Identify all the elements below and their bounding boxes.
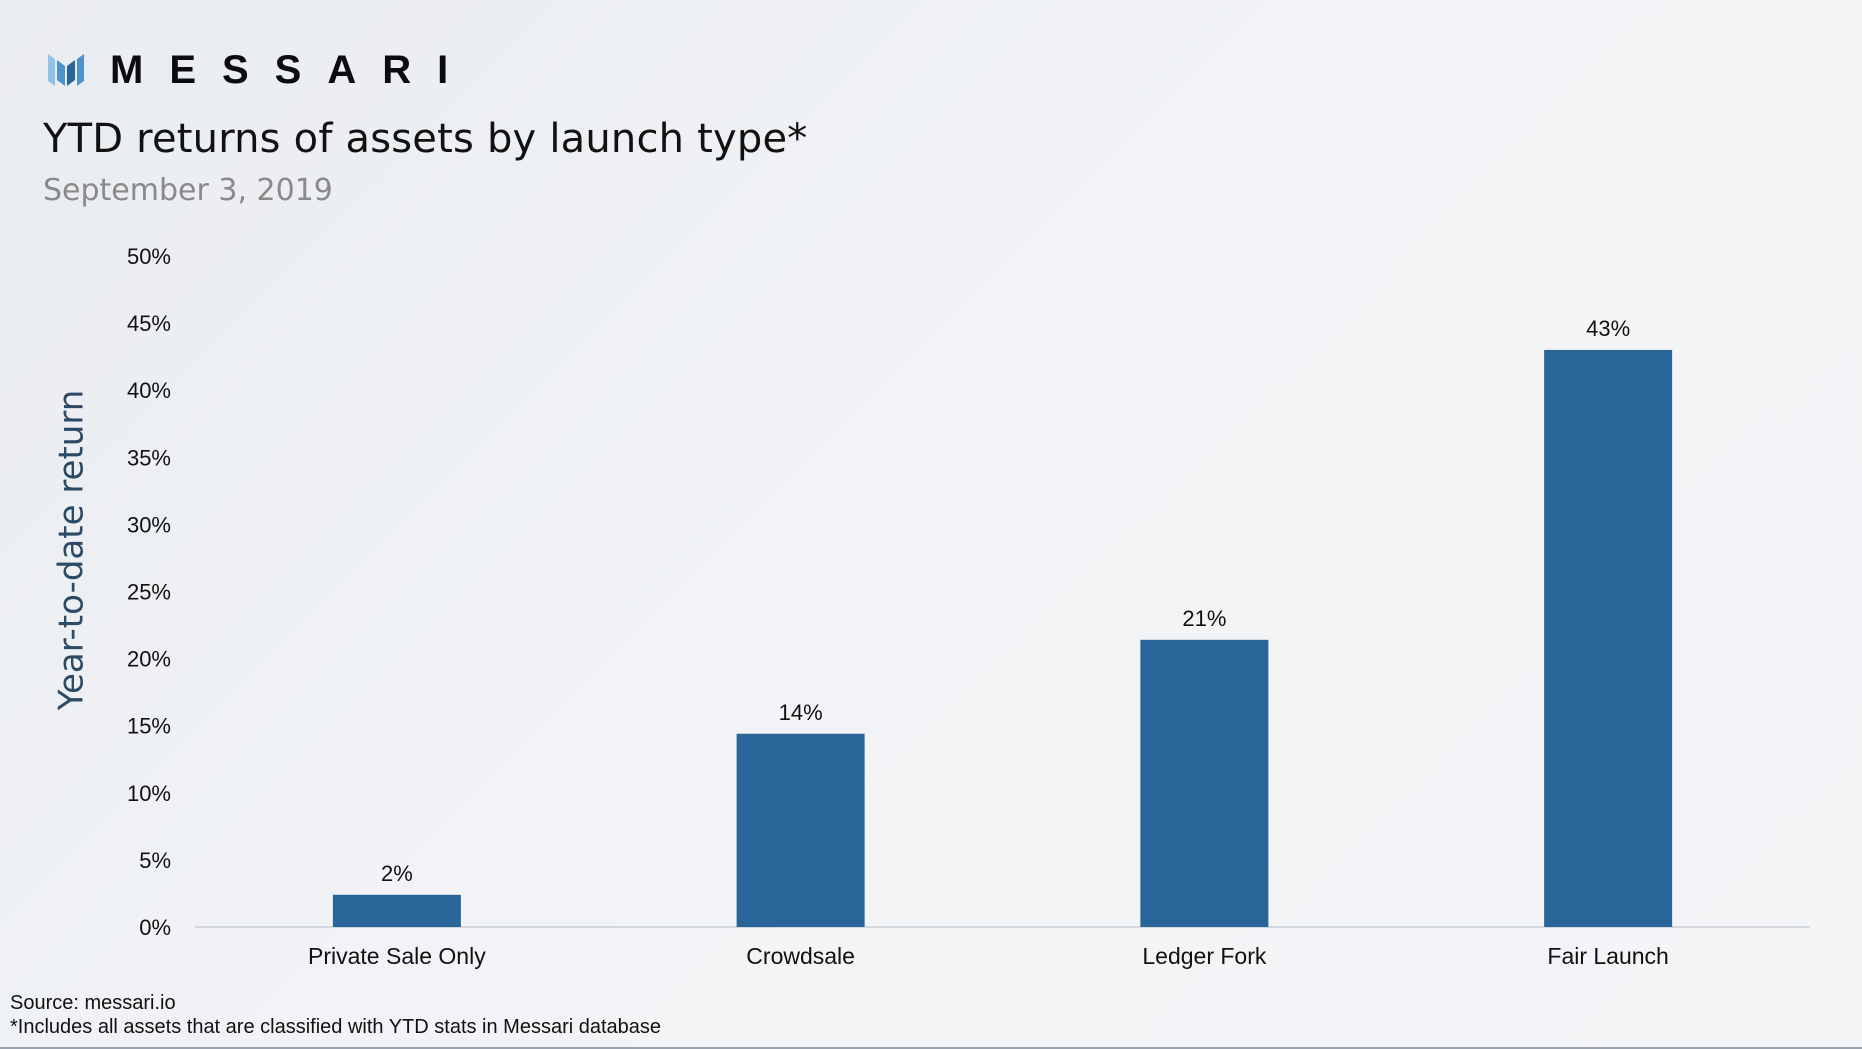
- data-label: 43%: [1586, 316, 1630, 341]
- x-axis-ticks: Private Sale Only Crowdsale Ledger Fork Fai…: [308, 943, 1669, 969]
- brand-logo: MESSARI: [48, 50, 474, 90]
- y-tick-label: 50%: [127, 244, 171, 269]
- y-tick-label: 10%: [127, 781, 171, 806]
- chart-title: YTD returns of assets by launch type*: [43, 116, 808, 162]
- x-tick-label: Private Sale Only: [308, 943, 486, 969]
- x-tick-label: Fair Launch: [1547, 943, 1668, 969]
- data-labels: 2% 14% 21% 43%: [381, 316, 1630, 886]
- data-label: 2%: [381, 861, 413, 886]
- messari-logo-icon: [48, 54, 84, 86]
- data-label: 14%: [779, 700, 823, 725]
- y-tick-label: 40%: [127, 378, 171, 403]
- footnote: *Includes all assets that are classified…: [10, 1016, 662, 1038]
- y-tick-label: 30%: [127, 512, 171, 537]
- brand-name: MESSARI: [110, 48, 475, 92]
- y-axis-ticks: 0% 5% 10% 15% 20% 25% 30% 35% 40% 45% 50%: [127, 244, 171, 940]
- x-tick-label: Crowdsale: [746, 943, 855, 969]
- bar: [1544, 349, 1673, 927]
- y-tick-label: 5%: [139, 848, 171, 873]
- y-tick-label: 15%: [127, 714, 171, 739]
- bar: [736, 733, 865, 927]
- y-tick-label: 35%: [127, 445, 171, 470]
- chart-subtitle: September 3, 2019: [43, 173, 333, 208]
- y-tick-label: 45%: [127, 311, 171, 336]
- y-axis-label: Year-to-date return: [52, 390, 92, 712]
- source-note: Source: messari.io: [10, 992, 176, 1014]
- bottom-rule: [0, 1047, 1862, 1049]
- bar: [332, 894, 461, 927]
- y-tick-label: 20%: [127, 647, 171, 672]
- x-tick-label: Ledger Fork: [1142, 943, 1267, 969]
- bar: [1140, 639, 1269, 927]
- data-label: 21%: [1182, 606, 1226, 631]
- bars: [332, 349, 1673, 927]
- y-tick-label: 25%: [127, 580, 171, 605]
- y-tick-label: 0%: [139, 915, 171, 940]
